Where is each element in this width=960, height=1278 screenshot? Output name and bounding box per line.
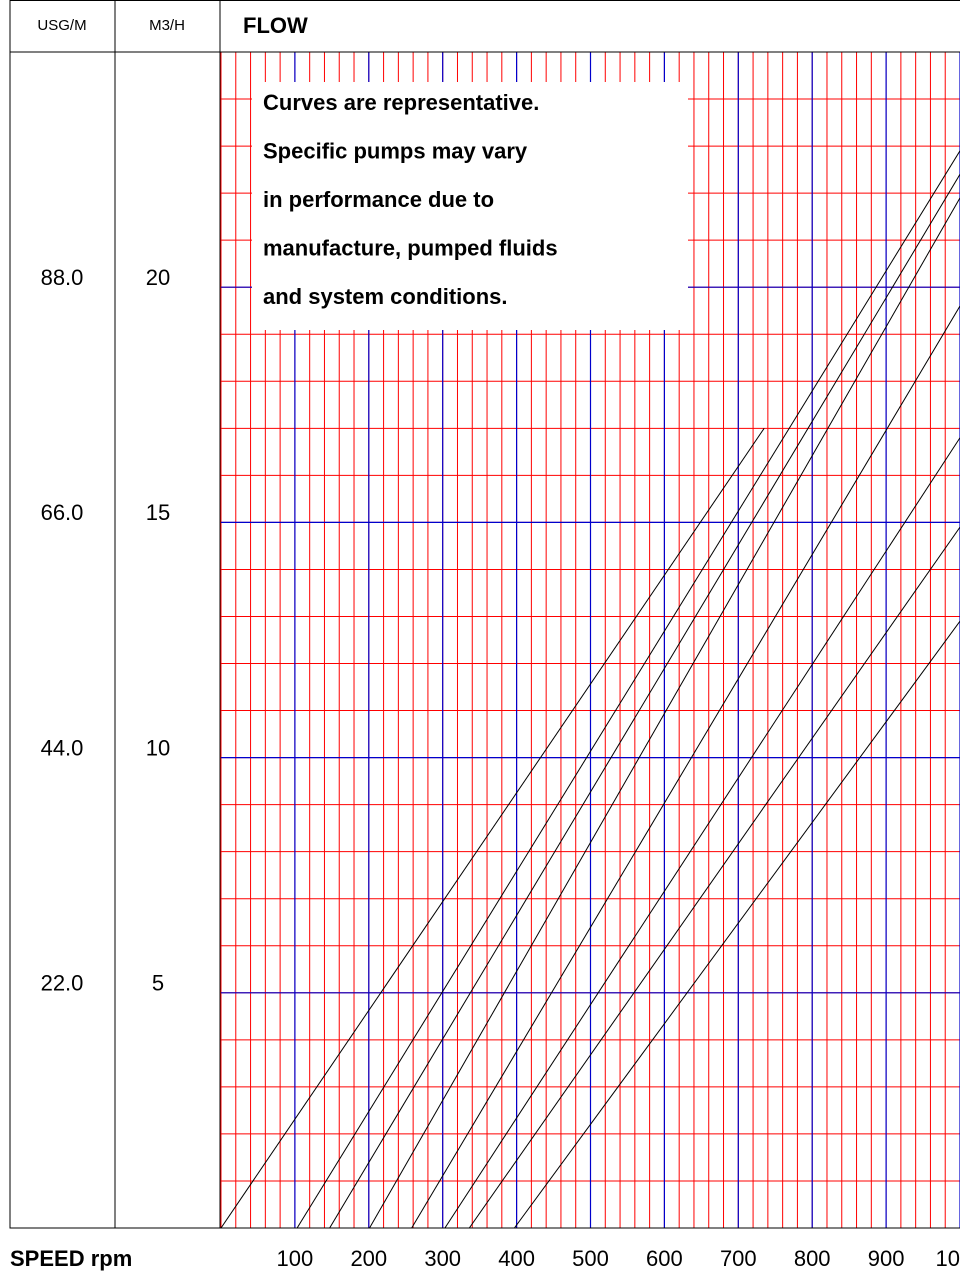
x-tick-label: 900: [868, 1246, 905, 1271]
y2-tick-label: 22.0: [41, 971, 84, 996]
x-tick-label: 500: [572, 1246, 609, 1271]
x-tick-label: 700: [720, 1246, 757, 1271]
note-box: [252, 82, 688, 330]
y-tick-label: 15: [146, 500, 170, 525]
note-line: Specific pumps may vary: [263, 138, 528, 163]
curve: [369, 197, 960, 1228]
note-line: and system conditions.: [263, 284, 508, 309]
y-tick-label: 10: [146, 735, 170, 760]
curves: [220, 150, 960, 1228]
chart-title: FLOW: [243, 13, 308, 38]
curve: [411, 305, 960, 1228]
curve: [444, 437, 960, 1228]
note-line: in performance due to: [263, 187, 494, 212]
frame: [9, 0, 960, 1229]
x-tick-label: 600: [646, 1246, 683, 1271]
x-tick-label: 800: [794, 1246, 831, 1271]
x-tick-label: 400: [498, 1246, 535, 1271]
curve: [329, 174, 960, 1228]
curve: [513, 620, 960, 1228]
curve: [468, 526, 960, 1228]
y2-tick-label: 88.0: [41, 265, 84, 290]
note-line: Curves are representative.: [263, 90, 539, 115]
x-axis-title: SPEED rpm: [10, 1246, 132, 1271]
x-tick-label: 100: [277, 1246, 314, 1271]
y-axis-title: M3/H: [149, 17, 185, 34]
y2-axis-title: USG/M: [37, 17, 86, 34]
x-tick-label: 300: [424, 1246, 461, 1271]
y2-tick-label: 44.0: [41, 735, 84, 760]
y2-tick-label: 66.0: [41, 500, 84, 525]
y-tick-label: 20: [146, 265, 170, 290]
curve: [220, 428, 765, 1228]
y-tick-label: 5: [152, 971, 164, 996]
x-tick-label: 1000: [936, 1246, 960, 1271]
note-line: manufacture, pumped fluids: [263, 235, 558, 260]
x-tick-label: 200: [350, 1246, 387, 1271]
note: Curves are representative. Specific pumps…: [263, 90, 558, 309]
curve: [296, 150, 960, 1228]
